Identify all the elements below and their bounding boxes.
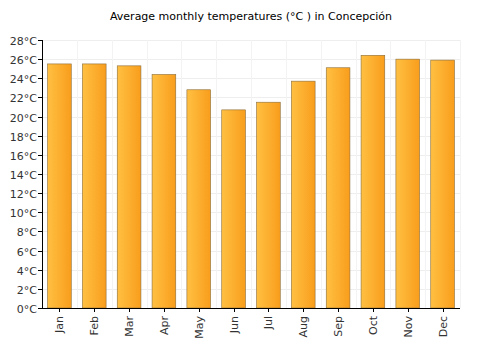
title: Average monthly temperatures (°C ) in Co… (110, 10, 392, 23)
x-tick (443, 308, 444, 312)
y-tick (38, 155, 42, 156)
y-tick (38, 251, 42, 252)
y-tick-label: 20°C (10, 112, 37, 125)
x-tick-label: Jul (262, 316, 275, 330)
y-tick (38, 270, 42, 271)
y-tick-label: 22°C (10, 92, 37, 105)
y-tick-label: 6°C (17, 246, 37, 259)
bar (117, 66, 141, 308)
grid-line-vertical (147, 40, 148, 308)
x-tick-label: May (193, 316, 206, 339)
bar (48, 64, 72, 308)
x-tick-label: Jun (228, 316, 241, 334)
x-tick (338, 308, 339, 312)
grid-line-vertical (425, 40, 426, 308)
grid-line-vertical (460, 40, 461, 308)
x-tick (199, 308, 200, 312)
y-tick-label: 4°C (17, 265, 37, 278)
grid-line-vertical (390, 40, 391, 308)
bar (326, 68, 350, 308)
x-tick (59, 308, 60, 312)
y-tick (38, 59, 42, 60)
grid-line-vertical (181, 40, 182, 308)
chart-svg: Average monthly temperatures (°C ) in Co… (0, 0, 500, 350)
grid-line-vertical (321, 40, 322, 308)
x-tick (373, 308, 374, 312)
x-axis (42, 308, 460, 309)
y-tick (38, 97, 42, 98)
x-tick-label: Nov (402, 316, 415, 338)
x-tick-label: Dec (437, 316, 450, 337)
x-tick (408, 308, 409, 312)
x-tick (129, 308, 130, 312)
x-tick-label: Feb (88, 316, 101, 335)
y-tick (38, 212, 42, 213)
x-tick-label: Mar (123, 316, 136, 337)
x-tick-label: Apr (158, 316, 171, 336)
y-tick-label: 0°C (17, 303, 37, 316)
y-tick-label: 26°C (10, 54, 37, 67)
grid-line-vertical (216, 40, 217, 308)
bar (257, 102, 281, 308)
grid-line-vertical (356, 40, 357, 308)
x-tick (268, 308, 269, 312)
y-axis (42, 40, 43, 308)
y-tick-label: 10°C (10, 207, 37, 220)
y-tick (38, 308, 42, 309)
y-tick-label: 28°C (10, 35, 37, 48)
x-tick (164, 308, 165, 312)
bars (48, 55, 455, 308)
grid-line-vertical (286, 40, 287, 308)
y-tick (38, 193, 42, 194)
bar (431, 60, 455, 308)
x-tick (234, 308, 235, 312)
bar (152, 74, 176, 308)
y-tick (38, 289, 42, 290)
chart-container: Average monthly temperatures (°C ) in Co… (0, 0, 500, 350)
x-tick (94, 308, 95, 312)
x-tick-label: Jan (53, 316, 66, 334)
y-tick-label: 2°C (17, 284, 37, 297)
bar (222, 110, 246, 308)
grid-line-vertical (112, 40, 113, 308)
y-tick-label: 14°C (10, 169, 37, 182)
y-tick-label: 8°C (17, 226, 37, 239)
y-tick (38, 174, 42, 175)
y-tick (38, 231, 42, 232)
y-tick (38, 117, 42, 118)
bar (187, 90, 211, 308)
bar (291, 81, 315, 308)
x-tick-label: Aug (297, 316, 310, 337)
bar (396, 59, 420, 308)
grid (42, 40, 461, 309)
grid-line-vertical (251, 40, 252, 308)
bar (361, 55, 385, 308)
y-tick (38, 78, 42, 79)
x-tick-label: Sep (332, 316, 345, 337)
x-tick-label: Oct (367, 315, 380, 335)
grid-line-vertical (42, 40, 43, 308)
y-tick (38, 40, 42, 41)
y-tick (38, 136, 42, 137)
y-tick-label: 18°C (10, 131, 37, 144)
bar (82, 64, 106, 308)
x-tick (303, 308, 304, 312)
y-tick-label: 24°C (10, 73, 37, 86)
grid-line (42, 308, 460, 309)
y-tick-label: 16°C (10, 150, 37, 163)
grid-line-vertical (77, 40, 78, 308)
y-tick-label: 12°C (10, 188, 37, 201)
